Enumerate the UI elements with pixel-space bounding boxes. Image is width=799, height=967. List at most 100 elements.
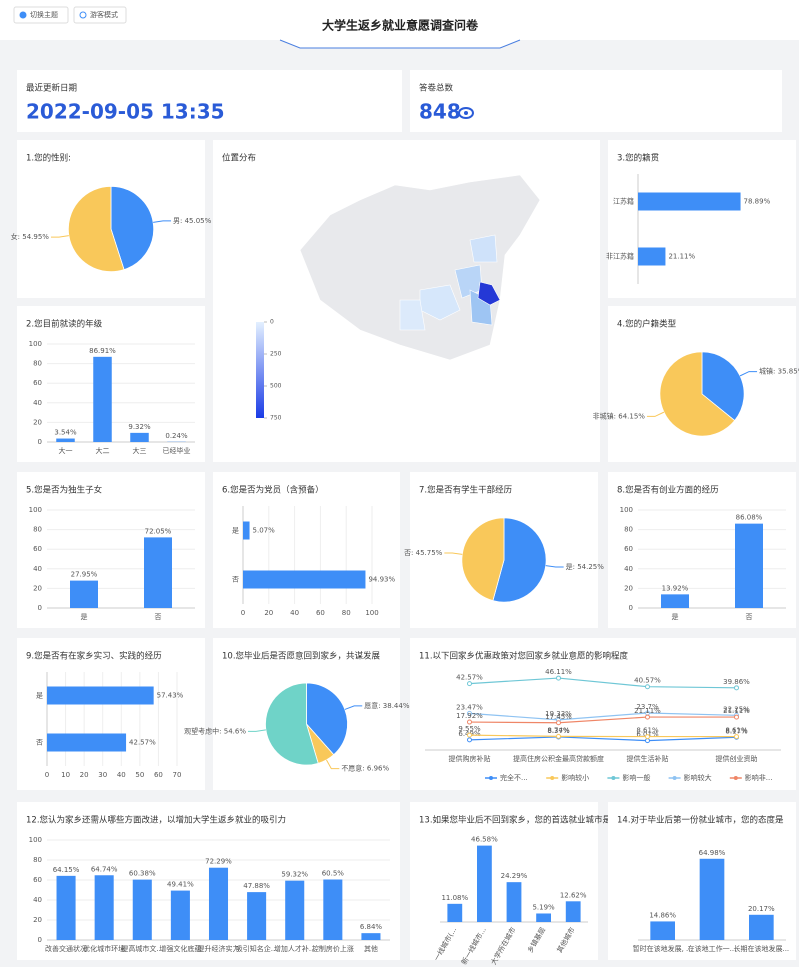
bar [243,570,366,589]
point [467,681,472,687]
label-line [444,552,463,555]
pie-label: 观望考虑中: 54.6% [184,726,246,735]
x-tick-label: 0 [241,609,245,617]
header-bar [0,0,799,40]
label-line [50,235,69,238]
title-tab [279,39,521,49]
bar [56,438,75,442]
pie-slice [110,185,155,271]
value-label: 8.61% [725,727,748,735]
bar [447,903,463,922]
chart-title: 12.您认为家乡还需从哪些方面改进，以增加大学生返乡就业的吸引力 [26,815,286,826]
bar [130,432,149,442]
chart-card [410,802,598,960]
bar [699,858,725,940]
chart-title: 11.以下回家乡优惠政策对您回家乡就业意愿的影响程度 [419,651,629,662]
theme-button[interactable] [13,6,69,24]
point [734,685,739,691]
guest-button[interactable] [73,6,127,24]
eye-icon [464,111,468,115]
y-tick-label: 江苏籍 [613,197,634,206]
bar [506,882,522,922]
value-label: 21.11% [668,253,695,261]
legend-label: 影响较大 [684,773,712,782]
x-tick-label: 40 [117,771,126,779]
y-tick-label: 60 [33,545,42,553]
x-tick-label: 50 [135,771,144,779]
point [556,720,561,726]
x-tick-label: 40 [290,609,299,617]
value-label: 39.86% [723,678,750,686]
chart-card [17,638,205,790]
value-label: 8.17% [725,727,748,735]
bar [749,914,774,940]
y-tick-label: 100 [29,506,42,514]
scale-label: 500 [270,383,282,390]
label-line [153,220,172,223]
y-tick-label: 0 [38,438,42,446]
guest-icon [79,11,87,19]
bar [638,247,666,266]
value-label: 49.41% [167,881,194,889]
series-line [469,736,737,742]
value-label: 3.54% [54,429,77,437]
legend-swatch [611,776,616,780]
value-label: 86.91% [89,347,116,355]
value-label: 78.89% [744,198,771,206]
stat-card [410,70,782,132]
color-scale [256,322,264,418]
series-line [469,734,737,738]
chart-card [608,472,796,628]
value-label: 19.33% [545,710,572,718]
x-tick-label: 是 [81,613,88,621]
x-tick-label: 60 [316,609,325,617]
bar [247,892,267,940]
chart-card [608,140,796,298]
pie-slice [306,682,348,756]
value-label: 23.47% [456,703,483,711]
point [467,737,472,743]
pie-label: 不愿意: 6.96% [341,764,389,773]
region [399,299,426,331]
bar [650,921,675,940]
bar [661,594,689,608]
legend-label: 完全不... [500,773,528,782]
y-tick-label: 80 [33,856,42,864]
chart-title: 1.您的性别: [26,153,71,164]
chart-title: 14.对于毕业后第一份就业城市，您的态度是 [617,815,784,826]
x-tick-label: 否 [155,613,162,621]
x-tick-label: 已经毕业 [163,446,191,455]
chart-card [17,472,205,628]
bar [132,879,152,940]
x-tick-label: 吸引知名企... [236,944,278,953]
bar [477,845,492,922]
y-tick-label: 60 [33,876,42,884]
stat-value: 848 [419,100,461,124]
value-label: 24.29% [501,872,528,880]
bar [144,537,172,608]
y-tick-label: 20 [33,916,42,924]
chart-title: 5.您是否为独生子女 [26,485,103,496]
y-tick-label: 60 [624,545,633,553]
x-tick-label: 60 [154,771,163,779]
value-label: 12.62% [560,891,587,899]
theme-button-label[interactable]: 切换主题 [30,10,58,19]
value-label: 21.11% [634,707,661,715]
eye-icon [458,107,474,119]
bar [361,933,381,940]
value-label: 17.92% [456,712,483,720]
bar [70,580,98,608]
pie-label: 非城镇: 64.15% [593,411,646,420]
x-tick-label: 控制房价上涨 [312,944,354,953]
bar [93,356,112,442]
bar [243,521,250,540]
bar [565,901,581,922]
value-label: 6.84% [360,923,383,931]
guest-button-label[interactable]: 游客模式 [90,10,118,19]
value-label: 5.19% [532,903,555,911]
x-tick-label: 大二 [96,446,110,455]
stat-card [17,70,402,132]
chart-title: 7.您是否有学生干部经历 [419,485,513,496]
value-label: 27.95% [71,571,98,579]
